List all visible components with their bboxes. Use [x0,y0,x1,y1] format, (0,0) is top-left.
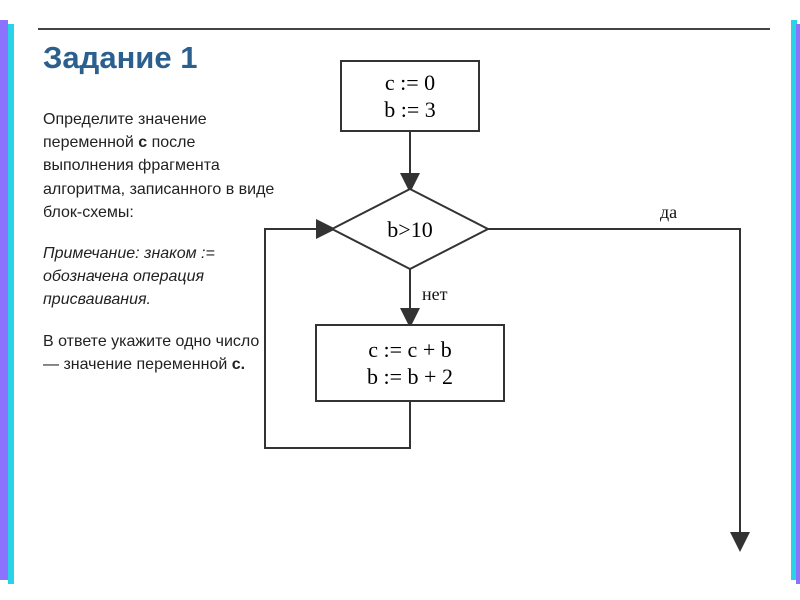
flowchart: c := 0 b := 3 b>10 да нет c := c + b b :… [240,28,780,588]
decor-left-purple [0,20,8,580]
flow-decision: b>10 [332,189,488,269]
flow-body-box: c := c + b b := b + 2 [315,324,505,402]
flow-edge-no-label: нет [422,284,448,305]
q-var: c [138,134,147,151]
flowchart-connectors [240,28,780,588]
flow-edge-yes-label: да [660,202,677,223]
flow-decision-label: b>10 [332,217,488,243]
page-title: Задание 1 [43,40,197,76]
slide-root: Задание 1 Определите значение переменной… [0,0,800,600]
decor-right-purple [796,24,800,584]
decor-left-cyan [8,24,14,584]
hint-pre: В ответе укажите одно число — значение п… [43,333,259,373]
flow-body-line1: c := c + b [368,336,451,364]
flow-init-line2: b := 3 [384,96,436,124]
flow-init-box: c := 0 b := 3 [340,60,480,132]
flow-body-line2: b := b + 2 [367,363,453,391]
flow-init-line1: c := 0 [385,69,435,97]
